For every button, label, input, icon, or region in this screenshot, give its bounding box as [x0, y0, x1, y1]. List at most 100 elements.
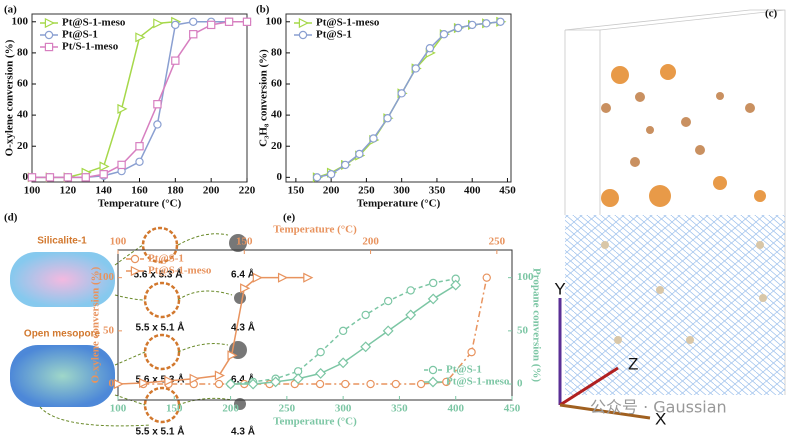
legend-label: Pt/S-1-meso — [62, 41, 119, 53]
marker — [240, 283, 251, 294]
panel-label: (a) — [4, 4, 17, 16]
x-tick-label: 350 — [391, 403, 408, 415]
x-tick-label: 180 — [167, 185, 184, 197]
x-tick-label: 150 — [236, 236, 253, 248]
x-axis-label: Temperature (°C) — [98, 198, 182, 210]
marker — [247, 378, 259, 390]
marker — [189, 17, 198, 26]
y-tick-label: 0 — [109, 378, 115, 390]
x-tick-label: 220 — [239, 185, 256, 197]
zeolite-title: Open mesopore — [24, 329, 101, 340]
simulation-box — [564, 9, 786, 395]
y-axis-label: O-xylene conversion (%) — [4, 39, 16, 156]
x-tick-label: 250 — [279, 403, 296, 415]
marker — [135, 142, 144, 151]
marker — [153, 18, 164, 29]
molecule-size: 6.4 Å — [231, 268, 255, 281]
pore-size: 5.5 x 5.1 Å — [136, 321, 185, 334]
x-tick-label: 120 — [60, 185, 77, 197]
plot-frame — [117, 249, 513, 401]
marker — [139, 377, 150, 389]
y-tick-label: 0 — [23, 171, 29, 183]
marker — [383, 296, 393, 306]
y-tick-label: 50 — [103, 324, 115, 336]
charts: (a)100 120 140 160 180 200 220020406080100Temp… — [4, 4, 543, 428]
marker — [153, 120, 162, 129]
marker — [171, 20, 180, 30]
marker — [496, 17, 505, 26]
y-tick-label: 20 — [17, 140, 29, 152]
marker — [439, 30, 449, 39]
panel-label: (c) — [765, 8, 778, 20]
y-tick-label: 40 — [271, 109, 283, 121]
marker — [312, 173, 322, 182]
marker — [450, 279, 462, 291]
marker — [63, 173, 73, 182]
marker — [442, 377, 451, 387]
crystal — [10, 345, 115, 407]
panel-label: (d) — [4, 212, 18, 224]
axis-z-label: Z — [628, 354, 638, 373]
legend-marker — [44, 30, 54, 40]
series-line — [316, 21, 501, 179]
y-tick-label: 100 — [98, 271, 115, 283]
marker — [315, 367, 327, 379]
x-tick-label: 150 — [288, 185, 305, 197]
marker — [242, 17, 252, 26]
legend-marker — [44, 17, 55, 29]
marker — [189, 30, 198, 39]
legend-label: Pt@S-1 — [316, 29, 352, 41]
marker — [391, 379, 401, 389]
marker — [427, 293, 439, 305]
x-axis-arrow — [559, 403, 651, 420]
series-line — [316, 21, 501, 179]
z-axis-arrow — [559, 366, 619, 407]
crystal — [10, 252, 115, 307]
marker — [292, 373, 304, 385]
marker — [227, 350, 238, 361]
marker — [406, 286, 415, 295]
pore-size: 5.6 x 5.3 Å — [134, 268, 183, 281]
marker — [383, 114, 392, 123]
marker — [153, 100, 162, 109]
x-tick-label: 400 — [447, 403, 464, 415]
marker — [206, 20, 216, 30]
axis-y-label: Y — [554, 279, 565, 298]
axis-x-label: X — [655, 409, 666, 428]
legend-marker — [428, 365, 438, 375]
marker — [117, 160, 126, 170]
y-axis-label: C₃H₈ conversion (%) — [258, 49, 270, 147]
legend-marker — [298, 17, 309, 29]
legend-marker — [427, 376, 439, 388]
marker — [341, 160, 350, 170]
marker — [482, 19, 491, 28]
marker — [361, 310, 370, 320]
x-tick-label: 150 — [166, 403, 183, 415]
marker — [369, 134, 378, 143]
y-tick-label: 20 — [271, 140, 283, 152]
x-tick-label: 450 — [499, 185, 516, 197]
panel-c: Y Z X 公众号 · Gaussian (c) — [554, 8, 786, 428]
x-tick-label: 160 — [131, 185, 148, 197]
marker — [355, 149, 364, 159]
marker — [45, 173, 55, 182]
y-tick-label: 0 — [277, 171, 283, 183]
marker — [99, 170, 108, 179]
y-tick-label: 100 — [517, 271, 534, 283]
legend-label: Pt@S-1 — [148, 253, 184, 265]
legend-marker — [298, 30, 308, 40]
y-tick-label: 0 — [517, 378, 523, 390]
marker — [429, 278, 438, 288]
x-tick-label: 350 — [429, 185, 446, 197]
y-tick-label: 40 — [17, 109, 29, 121]
x-tick-label: 250 — [358, 185, 375, 197]
marker — [468, 20, 477, 30]
marker — [482, 273, 491, 282]
legend-label: Pt@S-1-meso — [148, 265, 212, 277]
marker — [189, 373, 200, 384]
x-axis-label: Temperature (°C) — [357, 198, 441, 210]
legend-marker — [44, 42, 54, 52]
x-tick-label: 200 — [203, 185, 220, 197]
y2-axis-label: Propane conversion (%) — [530, 268, 542, 382]
